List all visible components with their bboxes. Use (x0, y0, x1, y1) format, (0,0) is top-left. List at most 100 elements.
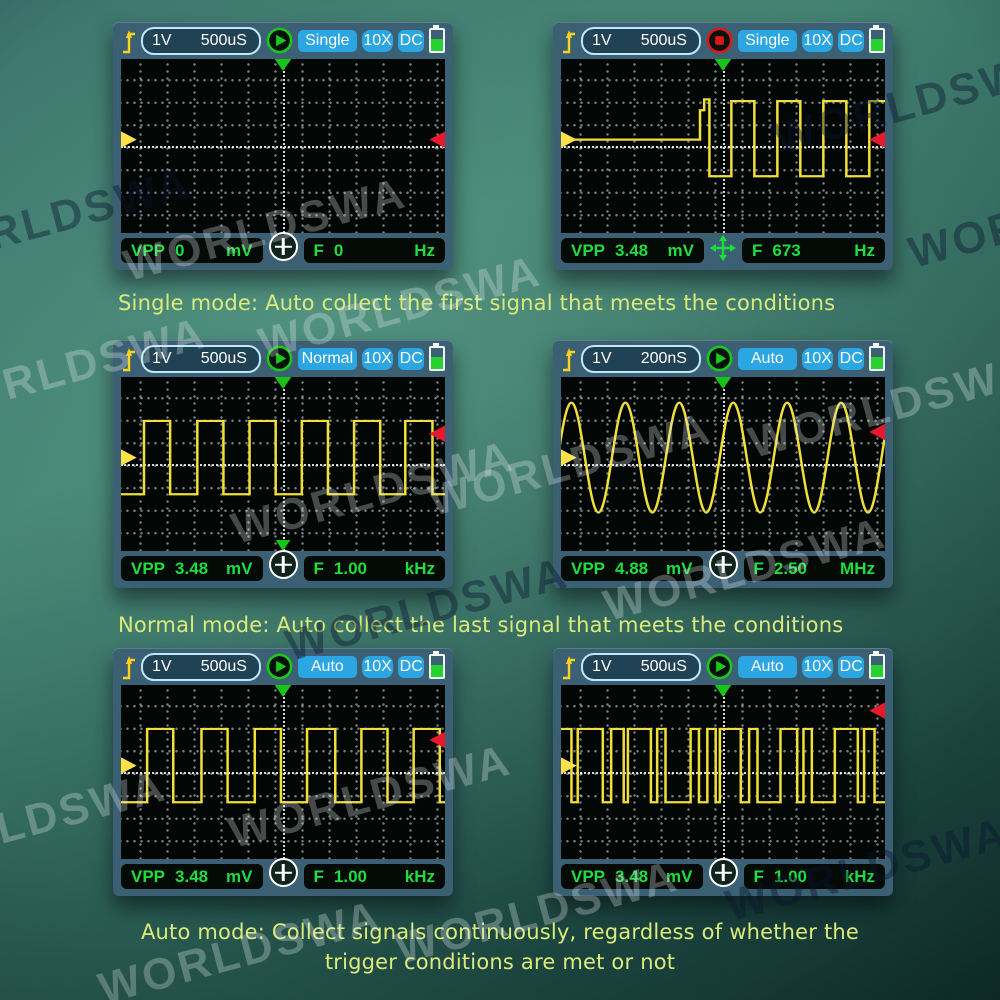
volt-time-display[interactable]: 1V 200nS (581, 344, 701, 373)
freq-label: F (313, 558, 324, 578)
waveform-trace (561, 727, 885, 804)
freq-label: F (753, 558, 764, 578)
trigger-position-marker[interactable] (274, 59, 292, 71)
vpp-label: VPP (131, 866, 166, 886)
scope-screen (561, 377, 885, 551)
volt-per-div: 1V (592, 31, 612, 49)
trigger-level-arrow[interactable] (429, 131, 445, 148)
battery-charge-level (431, 356, 444, 369)
vpp-unit: mV (226, 240, 253, 260)
cursor-plus-icon[interactable] (708, 550, 738, 579)
channel-level-arrow[interactable] (561, 131, 577, 148)
frequency-readout: F 1.00 kHz (303, 556, 445, 581)
trigger-position-marker[interactable] (274, 685, 292, 697)
vpp-value: 3.48 (615, 866, 649, 886)
channel-level-arrow[interactable] (561, 449, 577, 466)
panel-slot-single-armed: 1V 500uS Single 10X DC (113, 22, 453, 270)
time-per-div: 500uS (640, 657, 687, 675)
coupling-badge[interactable]: DC (838, 655, 865, 678)
trigger-edge-icon (563, 347, 575, 371)
normal-mode-caption: Normal mode: Auto collect the last signa… (118, 613, 844, 637)
volt-per-div: 1V (152, 349, 172, 367)
waveform-layer (561, 59, 885, 178)
cursor-plus-icon[interactable] (268, 858, 298, 887)
cursor-plus-icon[interactable] (268, 550, 298, 579)
vpp-readout: VPP 0 mV (121, 238, 263, 263)
panel-slot-auto-square: 1V 500uS Auto 10X DC (113, 648, 453, 896)
probe-atten-badge[interactable]: 10X (361, 29, 394, 52)
volt-per-div: 1V (592, 349, 612, 367)
oscilloscope-panel: 1V 500uS Normal 10X DC (113, 340, 453, 588)
scope-screen (121, 685, 445, 859)
scope-header: 1V 500uS Normal 10X DC (121, 340, 446, 377)
probe-atten-badge[interactable]: 10X (801, 347, 834, 370)
freq-label: F (753, 866, 764, 886)
coupling-badge[interactable]: DC (838, 29, 865, 52)
run-stop-button[interactable] (706, 27, 733, 54)
run-stop-button[interactable] (266, 345, 293, 372)
probe-atten-badge[interactable]: 10X (801, 29, 834, 52)
freq-value: 1.00 (333, 558, 367, 578)
move-cursor-icon[interactable] (710, 234, 736, 261)
probe-atten-badge[interactable]: 10X (361, 347, 394, 370)
channel-level-arrow[interactable] (561, 757, 577, 774)
coupling-badge[interactable]: DC (398, 655, 425, 678)
trigger-position-marker[interactable] (714, 59, 732, 71)
run-stop-button[interactable] (266, 27, 293, 54)
trigger-mode-badge[interactable]: Auto (737, 655, 797, 678)
coupling-badge[interactable]: DC (398, 29, 425, 52)
trigger-mode-badge[interactable]: Auto (297, 655, 357, 678)
cursor-plus-icon[interactable] (708, 858, 738, 887)
scope-screen (121, 377, 445, 551)
channel-level-arrow[interactable] (121, 131, 137, 148)
trigger-level-arrow[interactable] (869, 131, 885, 148)
vpp-unit: mV (226, 558, 253, 578)
frequency-readout: F 1.00 kHz (303, 864, 445, 889)
freq-label: F (752, 240, 763, 260)
trigger-level-arrow[interactable] (429, 731, 445, 749)
trigger-mode-badge[interactable]: Auto (737, 347, 797, 370)
scope-footer: VPP 3.48 mV F 1.00 kHz (561, 858, 885, 892)
coupling-badge[interactable]: DC (398, 347, 425, 370)
coupling-badge[interactable]: DC (838, 347, 865, 370)
cursor-plus-icon[interactable] (268, 232, 298, 261)
trigger-level-arrow[interactable] (869, 423, 885, 441)
trigger-position-marker[interactable] (714, 377, 732, 389)
time-per-div: 500uS (200, 657, 247, 675)
vpp-label: VPP (571, 558, 606, 578)
run-stop-button[interactable] (266, 653, 293, 680)
trigger-mode-badge[interactable]: Normal (297, 347, 357, 370)
trigger-mode-badge[interactable]: Single (737, 29, 797, 52)
battery-icon (429, 343, 446, 371)
volt-time-display[interactable]: 1V 500uS (581, 26, 701, 55)
scope-header: 1V 500uS Single 10X DC (121, 22, 446, 59)
run-stop-button[interactable] (706, 345, 733, 372)
trigger-level-arrow[interactable] (869, 702, 885, 719)
vpp-value: 4.88 (615, 558, 649, 578)
vpp-readout: VPP 3.48 mV (561, 238, 704, 263)
waveform-trace (121, 727, 445, 804)
waveform-layer (121, 377, 445, 551)
volt-time-display[interactable]: 1V 500uS (141, 652, 261, 681)
volt-time-display[interactable]: 1V 500uS (581, 652, 701, 681)
trigger-mode-badge[interactable]: Single (297, 29, 357, 52)
oscilloscope-panel: 1V 500uS Single 10X DC (113, 22, 453, 270)
waveform-trace (561, 98, 885, 178)
vpp-label: VPP (571, 240, 606, 260)
channel-level-arrow[interactable] (121, 449, 137, 466)
trigger-edge-icon (123, 655, 135, 679)
oscilloscope-panel: 1V 500uS Single 10X DC (553, 22, 893, 270)
vpp-value: 3.48 (615, 240, 649, 260)
probe-atten-badge[interactable]: 10X (361, 655, 394, 678)
volt-time-display[interactable]: 1V 500uS (141, 344, 261, 373)
trigger-position-marker[interactable] (274, 377, 292, 389)
run-stop-button[interactable] (706, 653, 733, 680)
probe-atten-badge[interactable]: 10X (801, 655, 834, 678)
watermark: WORLDSWA (903, 155, 1000, 278)
trigger-position-marker[interactable] (714, 685, 732, 697)
volt-time-display[interactable]: 1V 500uS (141, 26, 261, 55)
battery-icon (869, 25, 886, 53)
channel-level-arrow[interactable] (121, 757, 137, 774)
auto-mode-caption-line2: trigger conditions are met or not (324, 950, 676, 974)
